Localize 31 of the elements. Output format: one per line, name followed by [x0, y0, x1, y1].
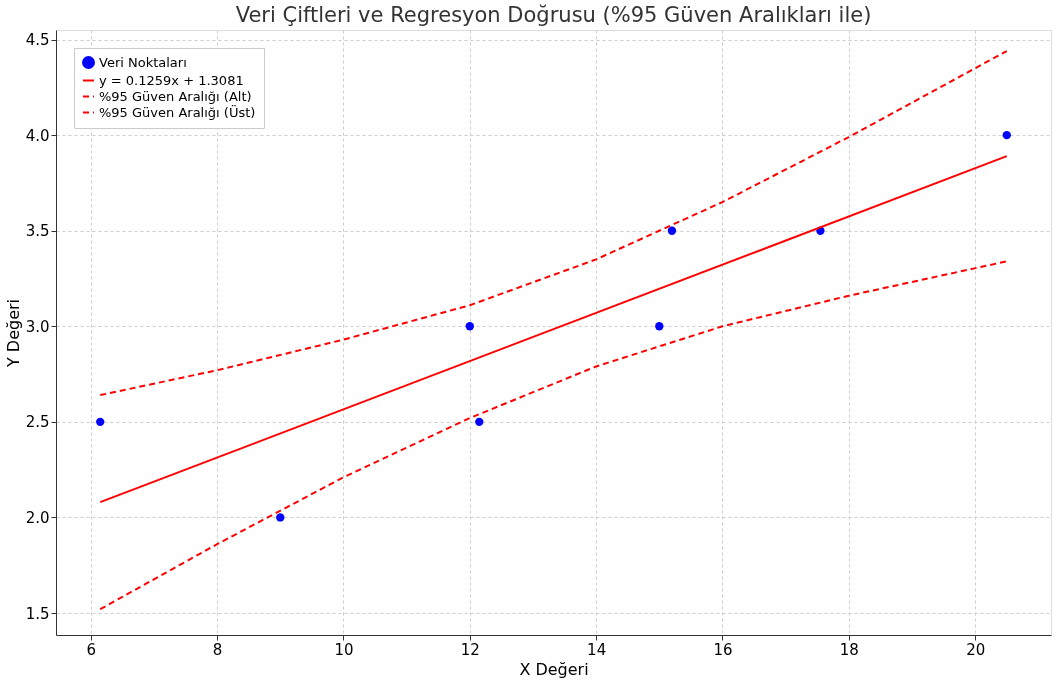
line-series: [99, 260, 1008, 611]
point: [655, 322, 664, 331]
point: [96, 417, 105, 427]
y-tick-label: 2.5: [25, 413, 50, 432]
x-tick-label: 6: [86, 640, 97, 659]
point: [1002, 130, 1011, 140]
y-tick-label: 3.5: [25, 222, 50, 241]
legend-label: Veri Noktaları: [99, 54, 187, 70]
chart-title: Veri Çiftleri ve Regresyon Doğrusu (%95 Güven Aralıkları ile): [235, 3, 872, 27]
legend-label: %95 Güven Aralığı (Alt): [99, 88, 252, 104]
x-tick-label: 10: [334, 640, 354, 659]
x-tick-label: 8: [212, 640, 223, 659]
y-tick-label: 4.5: [25, 31, 50, 50]
point: [475, 417, 484, 427]
x-tick-label: 16: [713, 640, 733, 659]
x-axis-title: X Değeri: [519, 659, 589, 679]
legend-label: %95 Güven Aralığı (Üst): [99, 103, 256, 120]
y-tick-label: 2.0: [25, 508, 50, 527]
x-tick-label: 18: [839, 640, 859, 659]
y-tick-label: 1.5: [25, 604, 50, 623]
point: [276, 513, 285, 522]
y-tick-label: 4.0: [25, 126, 50, 145]
point: [667, 226, 677, 235]
x-tick-label: 20: [966, 640, 986, 659]
y-axis-title: Y Değeri: [3, 298, 23, 369]
y-tick-label: 3.0: [25, 317, 50, 336]
line-series: [99, 50, 1008, 397]
x-tick-label: 12: [460, 640, 480, 659]
legend-label: y = 0.1259x + 1.3081: [99, 72, 244, 88]
x-tick-label: 14: [587, 640, 607, 659]
point: [465, 322, 474, 331]
